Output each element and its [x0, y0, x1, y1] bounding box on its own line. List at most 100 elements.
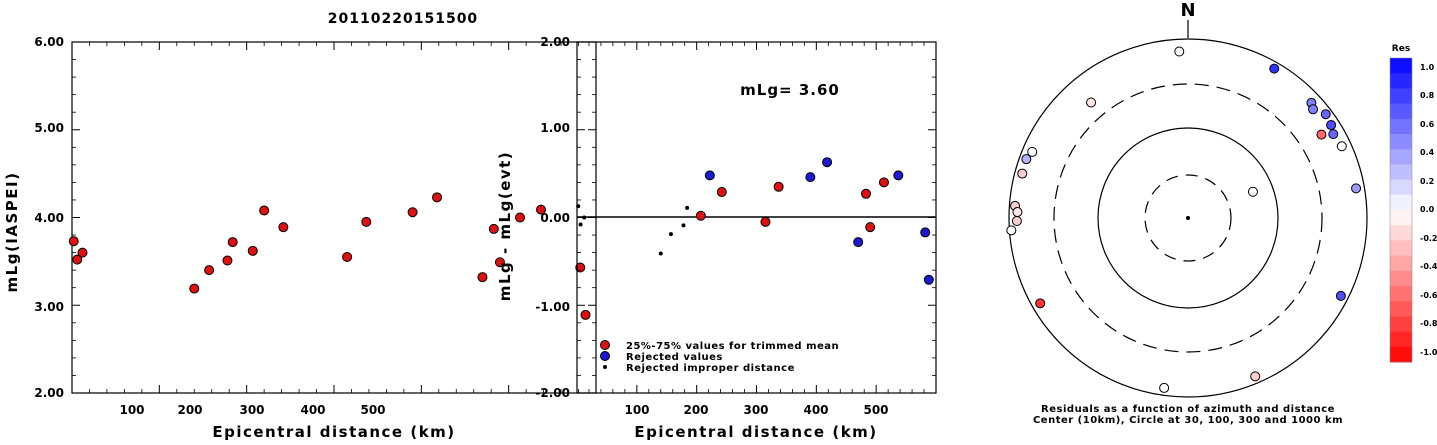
panel1-xtick-label: 300 — [239, 403, 264, 417]
colorbar-swatches — [1390, 58, 1412, 363]
ring-1000km — [1008, 38, 1368, 398]
colorbar-swatch — [1390, 73, 1412, 89]
panel2-ytick-label: -1.00 — [535, 300, 570, 314]
epicenter-marker — [1186, 216, 1190, 220]
data-point — [72, 254, 83, 265]
colorbar-swatch — [1390, 88, 1412, 105]
colorbar-swatch — [1390, 331, 1412, 348]
panel3-polar: N Residuals as a function of azimuth and… — [1006, 0, 1368, 426]
legend-marker-trimmed-mean — [600, 340, 610, 350]
station-marker — [1174, 46, 1185, 57]
legend-marker-rejected — [600, 351, 610, 361]
colorbar-swatch — [1390, 255, 1412, 272]
panel2-xtick-label: 200 — [683, 403, 708, 417]
station-marker — [1336, 141, 1347, 152]
data-point-improper-distance — [576, 204, 581, 209]
panel3-stations — [1006, 46, 1362, 393]
colorbar-swatch — [1390, 346, 1412, 363]
data-point-trimmed — [695, 210, 706, 221]
colorbar-swatch — [1390, 134, 1412, 150]
data-point — [68, 236, 79, 247]
station-marker — [1335, 290, 1346, 301]
colorbar-swatch — [1390, 149, 1412, 165]
data-point — [204, 265, 215, 276]
data-point-rejected — [805, 172, 816, 183]
station-marker — [1035, 298, 1046, 309]
colorbar-swatch — [1390, 179, 1412, 196]
data-point-improper-distance — [582, 215, 587, 220]
colorbar-label: 1.0 — [1420, 63, 1435, 72]
legend-label-rejected: Rejected values — [626, 352, 723, 363]
colorbar-swatch — [1390, 225, 1412, 241]
panel2-xtick-label: 100 — [624, 403, 649, 417]
data-point — [189, 283, 200, 294]
data-point — [580, 309, 591, 320]
data-point-rejected — [822, 157, 833, 168]
panel2-ylabel: mLg - mLg(evt) — [496, 151, 514, 301]
panel1-xtick-label: 100 — [119, 403, 144, 417]
station-marker — [1250, 371, 1261, 382]
station-marker — [1017, 168, 1028, 179]
colorbar-label: -0.2 — [1420, 234, 1437, 243]
panel1-xlabel: Epicentral distance (km) — [212, 423, 455, 441]
panel2-ytick-label: 0.00 — [540, 211, 570, 225]
data-point-rejected — [893, 170, 904, 181]
data-point — [361, 216, 372, 227]
station-marker — [1086, 97, 1097, 108]
figure-title: 20110220151500 — [328, 11, 478, 27]
station-marker — [1021, 154, 1032, 165]
colorbar-swatch — [1390, 240, 1412, 257]
panel1-xtick-label: 200 — [177, 403, 202, 417]
colorbar-frame — [1389, 57, 1413, 363]
panel1-ylabel: mLg(IASPEI) — [3, 172, 21, 293]
panel2-points — [576, 157, 934, 285]
data-point — [77, 247, 88, 258]
colorbar-swatch — [1390, 103, 1412, 120]
colorbar: Res 1.0 0.8 0.6 0.4 0.2 0.0 -0.2 -0.4 -0… — [1389, 44, 1437, 363]
data-point-improper-distance — [685, 205, 690, 210]
data-point-improper-distance — [668, 232, 673, 237]
data-point-rejected — [920, 227, 931, 238]
polar-caption-1: Residuals as a function of azimuth and d… — [1041, 404, 1335, 415]
colorbar-swatch — [1390, 164, 1412, 181]
data-point — [227, 237, 238, 248]
data-point — [488, 223, 499, 234]
data-point-trimmed — [865, 222, 876, 233]
data-point — [278, 222, 289, 233]
data-point — [247, 245, 258, 256]
station-marker — [1012, 207, 1023, 218]
panel1-points — [68, 192, 591, 320]
colorbar-swatch — [1390, 118, 1412, 135]
panel1-ytick-label: 2.00 — [34, 386, 64, 400]
data-point-trimmed — [878, 177, 889, 188]
data-point-improper-distance — [681, 223, 686, 228]
panel2-annotation: mLg= 3.60 — [740, 81, 840, 99]
data-point-trimmed — [760, 216, 771, 227]
station-marker — [1320, 109, 1331, 120]
data-point-rejected — [704, 170, 715, 181]
panel2-xtick-label: 400 — [803, 403, 828, 417]
data-point — [259, 205, 270, 216]
data-point — [515, 212, 526, 223]
panel2-xtick-label: 300 — [743, 403, 768, 417]
station-marker — [1308, 104, 1319, 115]
colorbar-label: -1.0 — [1420, 348, 1437, 357]
panel1-ytick-label: 6.00 — [34, 35, 64, 49]
colorbar-swatch — [1390, 194, 1412, 211]
colorbar-swatch — [1390, 210, 1412, 226]
colorbar-swatch — [1390, 301, 1412, 317]
station-marker — [1269, 63, 1280, 74]
legend-label-trimmed-mean: 25%-75% values for trimmed mean — [626, 341, 839, 352]
panel1-xtick-label: 500 — [360, 403, 385, 417]
panel2-xtick-label: 500 — [863, 403, 888, 417]
colorbar-label: 0.4 — [1420, 148, 1435, 157]
panel2-legend: 25%-75% values for trimmed mean Rejected… — [600, 340, 839, 374]
panel2-plot: 2.00 1.00 0.00 -1.00 -2.00 100 200 300 4… — [496, 35, 937, 441]
data-point-trimmed — [773, 181, 784, 192]
polar-caption-2: Center (10km), Circle at 30, 100, 300 an… — [1033, 415, 1343, 426]
ring-300km — [1053, 83, 1323, 353]
station-marker — [1159, 382, 1170, 393]
station-marker — [1006, 225, 1017, 236]
